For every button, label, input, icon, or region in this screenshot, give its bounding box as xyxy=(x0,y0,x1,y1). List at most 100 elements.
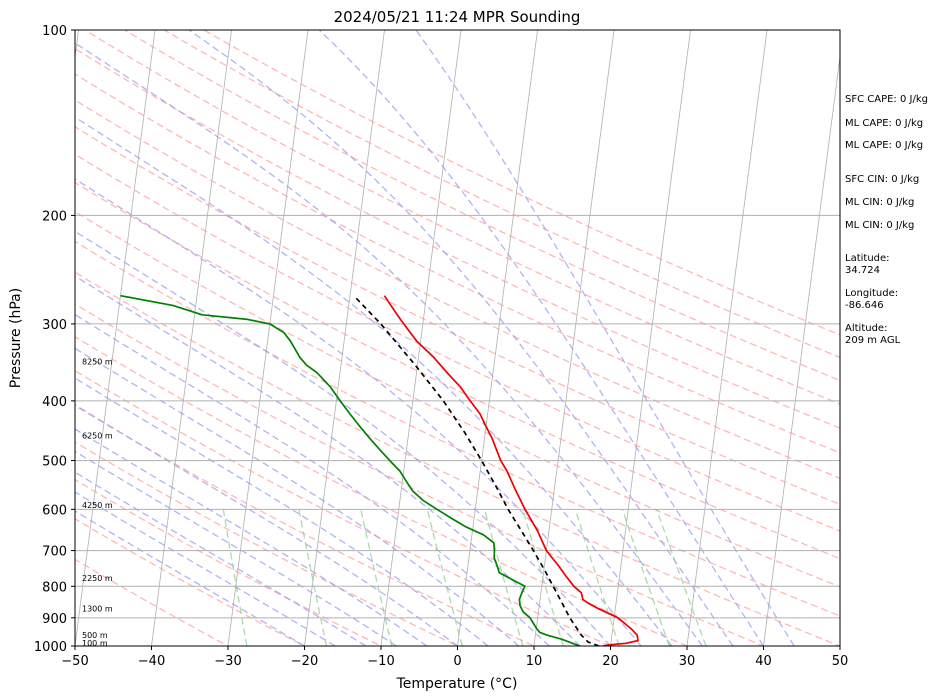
background-lines xyxy=(0,16,947,659)
y-tick-label: 100 xyxy=(42,24,67,39)
dry-adiabat-line xyxy=(75,303,766,646)
sounding-series-0 xyxy=(383,295,639,646)
y-tick-label: 800 xyxy=(42,580,67,595)
mixing-ratio-line xyxy=(483,509,524,646)
dry-adiabat-line xyxy=(75,210,840,588)
sounding-series-2 xyxy=(120,294,581,646)
x-tick-label: 40 xyxy=(755,654,772,669)
sounding-indices-panel: SFC CAPE: 0 J/kg ML CAPE: 0 J/kg ML CAPE: … xyxy=(845,94,928,346)
moist-adiabat-line xyxy=(75,491,336,646)
height-label: 2250 m xyxy=(82,574,113,583)
mixing-ratio-line xyxy=(522,509,565,646)
x-axis-ticks: −50 −40 −30 −20 −10 0 10 20 30 40 50 xyxy=(61,646,848,669)
sounding-index-text: -86.646 xyxy=(845,300,884,311)
height-label: 4250 m xyxy=(82,501,113,510)
sounding-index-text: Latitude: xyxy=(845,253,890,264)
sounding-index-text: SFC CAPE: 0 J/kg xyxy=(845,94,928,105)
sounding-index-text: 209 m AGL xyxy=(845,335,901,346)
isotherm-line xyxy=(533,30,615,646)
moist-adiabat-line xyxy=(75,313,550,646)
dry-adiabat-line xyxy=(75,405,536,646)
isotherm-line xyxy=(75,30,156,646)
sounding-series-1 xyxy=(353,295,600,646)
isotherm-line xyxy=(457,30,538,646)
y-tick-label: 500 xyxy=(42,455,67,470)
moist-adiabat-line xyxy=(75,347,520,646)
sounding-index-text: ML CAPE: 0 J/kg xyxy=(845,140,923,151)
dry-adiabat-line xyxy=(75,271,840,646)
mixing-ratio-line xyxy=(574,509,620,646)
y-tick-label: 600 xyxy=(42,503,67,518)
sounding-index-text: Longitude: xyxy=(845,288,898,299)
y-tick-label: 900 xyxy=(42,612,67,627)
profile-lines xyxy=(120,294,639,646)
y-tick-label: 1000 xyxy=(34,640,67,655)
moist-adiabat-line xyxy=(318,30,765,646)
dry-adiabat-line xyxy=(75,369,613,646)
moist-adiabat-line xyxy=(75,428,428,646)
moist-adiabat-line xyxy=(75,377,489,646)
dry-adiabat-line xyxy=(75,558,230,646)
x-tick-label: 10 xyxy=(526,654,543,669)
moist-adiabat-line xyxy=(75,230,611,646)
moist-adiabat-line xyxy=(415,30,795,646)
y-axis-label: Pressure (hPa) xyxy=(8,288,24,388)
gridlines xyxy=(75,29,840,647)
sounding-index-text: SFC CIN: 0 J/kg xyxy=(845,174,919,185)
x-tick-label: 30 xyxy=(679,654,696,669)
moist-adiabat-line xyxy=(188,30,734,646)
isotherm-line xyxy=(610,30,691,646)
dry-adiabat-line xyxy=(75,153,840,532)
dry-adiabat-line xyxy=(123,30,840,382)
dry-adiabat-line xyxy=(202,30,840,336)
moist-adiabat-line xyxy=(75,403,458,646)
y-tick-label: 700 xyxy=(42,545,67,560)
dry-adiabat-line xyxy=(75,336,689,646)
sounding-index-text: ML CIN: 0 J/kg xyxy=(845,197,914,208)
y-tick-label: 200 xyxy=(42,209,67,224)
mixing-ratio-line xyxy=(621,509,671,646)
x-tick-label: 0 xyxy=(453,654,461,669)
dry-adiabat-line xyxy=(75,478,383,646)
y-axis-ticks: 1000 900 800 700 600 500 400 300 200 100 xyxy=(34,24,75,655)
isotherm-line xyxy=(304,30,385,646)
dry-adiabat-line xyxy=(75,73,840,454)
isotherm-line xyxy=(915,16,947,659)
chart-title: 2024/05/21 11:24 MPR Sounding xyxy=(334,8,581,26)
mixing-ratio-line xyxy=(656,509,707,646)
x-tick-label: 20 xyxy=(602,654,619,669)
isotherm-line xyxy=(763,53,840,646)
y-tick-label: 300 xyxy=(42,318,67,333)
sounding-index-text: ML CAPE: 0 J/kg xyxy=(845,118,923,129)
moist-adiabat-line xyxy=(75,471,367,646)
sounding-index-text: ML CIN: 0 J/kg xyxy=(845,220,914,231)
sounding-index-text: 34.724 xyxy=(845,265,880,276)
moist-adiabat-line xyxy=(75,510,305,646)
dry-adiabat-line xyxy=(75,181,840,560)
x-tick-label: 50 xyxy=(832,654,849,669)
x-tick-label: −10 xyxy=(367,654,394,669)
isotherm-line xyxy=(227,30,309,646)
x-tick-label: −40 xyxy=(138,654,165,669)
height-label: 500 m xyxy=(82,631,108,640)
dry-adiabat-line xyxy=(75,126,840,505)
isotherm-line xyxy=(0,16,4,659)
moist-adiabat-line xyxy=(75,275,581,646)
dry-adiabat-line xyxy=(83,30,840,405)
sounding-index-text: Altitude: xyxy=(845,323,887,334)
dry-adiabat-line xyxy=(75,518,306,646)
y-tick-label: 400 xyxy=(42,395,67,410)
dry-adiabat-line xyxy=(75,99,840,479)
x-axis-label: Temperature (°C) xyxy=(396,676,518,692)
dry-adiabat-line xyxy=(162,30,840,359)
height-label: 1300 m xyxy=(82,605,113,614)
moist-adiabat-line xyxy=(75,116,673,646)
isotherm-line xyxy=(686,30,768,646)
dry-adiabat-line xyxy=(75,441,460,646)
plot-frame xyxy=(74,29,841,647)
isotherm-line xyxy=(380,30,462,646)
height-label: 6250 m xyxy=(82,431,113,440)
x-tick-label: −30 xyxy=(214,654,241,669)
